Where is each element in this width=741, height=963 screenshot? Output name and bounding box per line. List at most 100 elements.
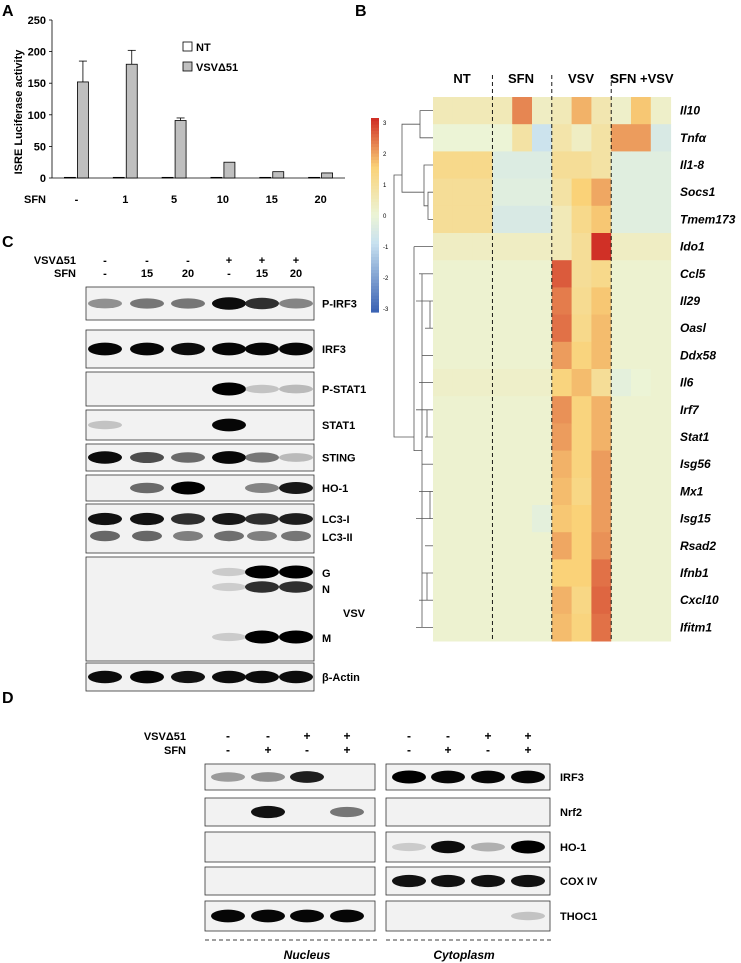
band xyxy=(130,512,164,526)
heatmap-cell xyxy=(492,97,513,125)
legend-swatch-vsv xyxy=(182,61,193,72)
gene-label: Mx1 xyxy=(680,484,704,498)
color-scale-step xyxy=(371,153,379,158)
heatmap-cell xyxy=(611,423,632,452)
heatmap-gene-expression: NT SFN VSV SFN +VSV 3 2 1 0 -1 -2 -3 Il10 Tnfα Il1-… xyxy=(371,71,736,642)
heatmap-cell xyxy=(472,178,493,207)
heatmap-cell xyxy=(452,205,474,234)
y-tick-label: 0 xyxy=(40,173,46,185)
heatmap-cell xyxy=(433,260,454,288)
band xyxy=(171,481,205,495)
heatmap-cell xyxy=(472,124,493,152)
heatmap-cell xyxy=(611,97,632,125)
heatmap-cell xyxy=(571,586,592,615)
heatmap-cell xyxy=(591,450,612,479)
color-scale-step xyxy=(371,292,379,297)
gene-label: Ido1 xyxy=(680,240,705,254)
band xyxy=(212,567,246,577)
band xyxy=(251,805,285,819)
heatmap-cell xyxy=(631,423,652,452)
heatmap-cell xyxy=(631,613,652,642)
band xyxy=(279,453,313,462)
heatmap-cell xyxy=(611,287,632,316)
x-axis-label: SFN xyxy=(24,194,46,206)
heatmap-cell xyxy=(512,613,533,642)
band xyxy=(173,530,203,542)
band xyxy=(511,840,545,854)
gene-label: Ccl5 xyxy=(680,267,706,281)
heatmap-cell xyxy=(650,423,672,452)
header-value: + xyxy=(259,255,265,267)
color-scale-step xyxy=(371,273,379,278)
heatmap-cell xyxy=(492,260,513,288)
header-value: - xyxy=(103,255,107,267)
heatmap-cell xyxy=(512,559,533,588)
heatmap-cell xyxy=(532,178,553,207)
heatmap-cell xyxy=(452,477,474,506)
heatmap-cell xyxy=(571,559,592,588)
heatmap-cell xyxy=(551,151,573,180)
y-tick-label: 50 xyxy=(34,141,46,153)
color-scale-step xyxy=(371,118,379,122)
heatmap-cell xyxy=(571,477,592,506)
header-value: - xyxy=(226,743,230,757)
bar-vsv xyxy=(125,63,138,179)
blot-frame-cytoplasm xyxy=(385,900,551,932)
color-scale-tick: 3 xyxy=(383,121,387,127)
blot-frame-nucleus xyxy=(204,831,376,863)
blot-strip: Nrf2 xyxy=(204,797,582,827)
blot-strip: GN VSV M xyxy=(85,556,366,662)
heatmap-cell xyxy=(650,97,672,125)
band xyxy=(130,298,164,309)
band xyxy=(211,909,245,923)
band xyxy=(279,565,313,579)
heatmap-cell xyxy=(532,613,553,642)
header-row-label: VSVΔ51 xyxy=(34,255,76,267)
gene-label: Ddx58 xyxy=(680,348,716,362)
heatmap-cell xyxy=(631,287,652,316)
y-tick-label: 250 xyxy=(28,15,46,27)
heatmap-cell xyxy=(571,97,592,125)
heatmap-cell xyxy=(472,260,493,288)
x-tick-label: 20 xyxy=(314,194,326,206)
heatmap-cell xyxy=(591,287,612,316)
color-scale-step xyxy=(371,208,379,213)
gene-label: Irf7 xyxy=(680,403,700,417)
legend-swatch-nt xyxy=(182,41,193,52)
band xyxy=(171,670,205,684)
band xyxy=(88,451,122,464)
heatmap-cell xyxy=(551,505,573,533)
heatmap-cell xyxy=(571,287,592,316)
heatmap-cell xyxy=(650,341,672,370)
heatmap-cell xyxy=(433,423,454,452)
gene-label: Il10 xyxy=(680,104,700,118)
heatmap-cell xyxy=(650,260,672,288)
color-scale-step xyxy=(371,147,379,151)
heatmap-cell xyxy=(631,341,652,370)
heatmap-cell xyxy=(433,369,454,397)
heatmap-cell xyxy=(452,396,474,424)
heatmap-cell xyxy=(650,287,672,316)
gene-label: Cxcl10 xyxy=(680,593,719,607)
heatmap-cell xyxy=(650,314,672,343)
heatmap-cell xyxy=(571,532,592,560)
band xyxy=(88,298,122,309)
heatmap-cell xyxy=(452,369,474,397)
blot-label: IRF3 xyxy=(322,344,346,356)
color-scale-tick: -2 xyxy=(383,276,389,282)
heatmap-cell xyxy=(631,260,652,288)
bar-vsv xyxy=(272,171,285,179)
color-scale-step xyxy=(371,137,379,142)
gene-label: Ifitm1 xyxy=(680,620,712,634)
band xyxy=(88,512,122,526)
heatmap-cell xyxy=(492,559,513,588)
header-value: - xyxy=(407,729,411,743)
band xyxy=(245,342,279,356)
heatmap-cell xyxy=(532,97,553,125)
y-axis-label: ISRE Luciferase activity xyxy=(13,49,25,175)
blot-label: P-IRF3 xyxy=(322,299,357,311)
gene-label: Socs1 xyxy=(680,185,716,199)
legend-label-nt: NT xyxy=(196,42,211,54)
heatmap-cell xyxy=(650,124,672,152)
heatmap-cell xyxy=(551,97,573,125)
